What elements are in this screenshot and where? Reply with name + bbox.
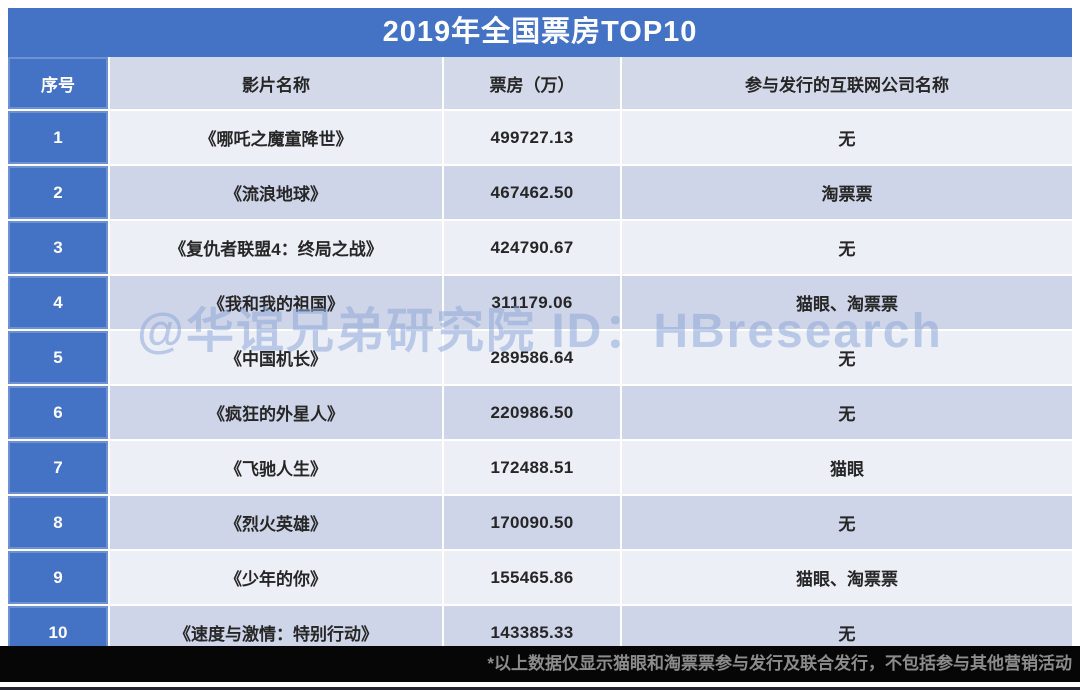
rank-cell: 6 (8, 386, 108, 439)
page-title: 2019年全国票房TOP10 (8, 8, 1072, 57)
box-office-cell: 172488.51 (444, 441, 620, 494)
table-row: 9 《少年的你》 155465.86 猫眼、淘票票 (8, 551, 1072, 604)
box-office-cell: 424790.67 (444, 221, 620, 274)
box-office-cell: 289586.64 (444, 331, 620, 384)
rank-cell: 2 (8, 166, 108, 219)
column-header-box-office: 票房（万） (444, 57, 620, 109)
box-office-cell: 170090.50 (444, 496, 620, 549)
table-row: 4 《我和我的祖国》 311179.06 猫眼、淘票票 (8, 276, 1072, 329)
movie-name-cell: 《流浪地球》 (110, 166, 442, 219)
companies-cell: 无 (622, 221, 1072, 274)
box-office-cell: 467462.50 (444, 166, 620, 219)
rank-cell: 8 (8, 496, 108, 549)
movie-name-cell: 《飞驰人生》 (110, 441, 442, 494)
box-office-table: 序号 影片名称 票房（万） 参与发行的互联网公司名称 1 《哪吒之魔童降世》 4… (6, 55, 1074, 661)
rank-cell: 1 (8, 111, 108, 164)
rank-cell: 7 (8, 441, 108, 494)
box-office-cell: 311179.06 (444, 276, 620, 329)
companies-cell: 无 (622, 331, 1072, 384)
table-row: 3 《复仇者联盟4：终局之战》 424790.67 无 (8, 221, 1072, 274)
footer-bar: *以上数据仅显示猫眼和淘票票参与发行及联合发行，不包括参与其他营销活动 (0, 646, 1080, 682)
column-header-companies: 参与发行的互联网公司名称 (622, 57, 1072, 109)
column-header-movie-name: 影片名称 (110, 57, 442, 109)
movie-name-cell: 《少年的你》 (110, 551, 442, 604)
table-header-row: 序号 影片名称 票房（万） 参与发行的互联网公司名称 (8, 57, 1072, 109)
bottom-edge-line (0, 687, 1080, 690)
box-office-cell: 499727.13 (444, 111, 620, 164)
movie-name-cell: 《中国机长》 (110, 331, 442, 384)
movie-name-cell: 《哪吒之魔童降世》 (110, 111, 442, 164)
movie-name-cell: 《我和我的祖国》 (110, 276, 442, 329)
table-row: 1 《哪吒之魔童降世》 499727.13 无 (8, 111, 1072, 164)
companies-cell: 猫眼 (622, 441, 1072, 494)
movie-name-cell: 《烈火英雄》 (110, 496, 442, 549)
data-footnote: *以上数据仅显示猫眼和淘票票参与发行及联合发行，不包括参与其他营销活动 (487, 654, 1072, 673)
rank-cell: 5 (8, 331, 108, 384)
table-row: 6 《疯狂的外星人》 220986.50 无 (8, 386, 1072, 439)
table-row: 5 《中国机长》 289586.64 无 (8, 331, 1072, 384)
companies-cell: 淘票票 (622, 166, 1072, 219)
rank-cell: 9 (8, 551, 108, 604)
movie-name-cell: 《复仇者联盟4：终局之战》 (110, 221, 442, 274)
companies-cell: 猫眼、淘票票 (622, 276, 1072, 329)
table-row: 7 《飞驰人生》 172488.51 猫眼 (8, 441, 1072, 494)
box-office-cell: 220986.50 (444, 386, 620, 439)
table-row: 8 《烈火英雄》 170090.50 无 (8, 496, 1072, 549)
rank-cell: 3 (8, 221, 108, 274)
table-row: 2 《流浪地球》 467462.50 淘票票 (8, 166, 1072, 219)
companies-cell: 无 (622, 111, 1072, 164)
rank-cell: 4 (8, 276, 108, 329)
box-office-cell: 155465.86 (444, 551, 620, 604)
movie-name-cell: 《疯狂的外星人》 (110, 386, 442, 439)
companies-cell: 无 (622, 496, 1072, 549)
companies-cell: 无 (622, 386, 1072, 439)
companies-cell: 猫眼、淘票票 (622, 551, 1072, 604)
column-header-rank: 序号 (8, 57, 108, 109)
